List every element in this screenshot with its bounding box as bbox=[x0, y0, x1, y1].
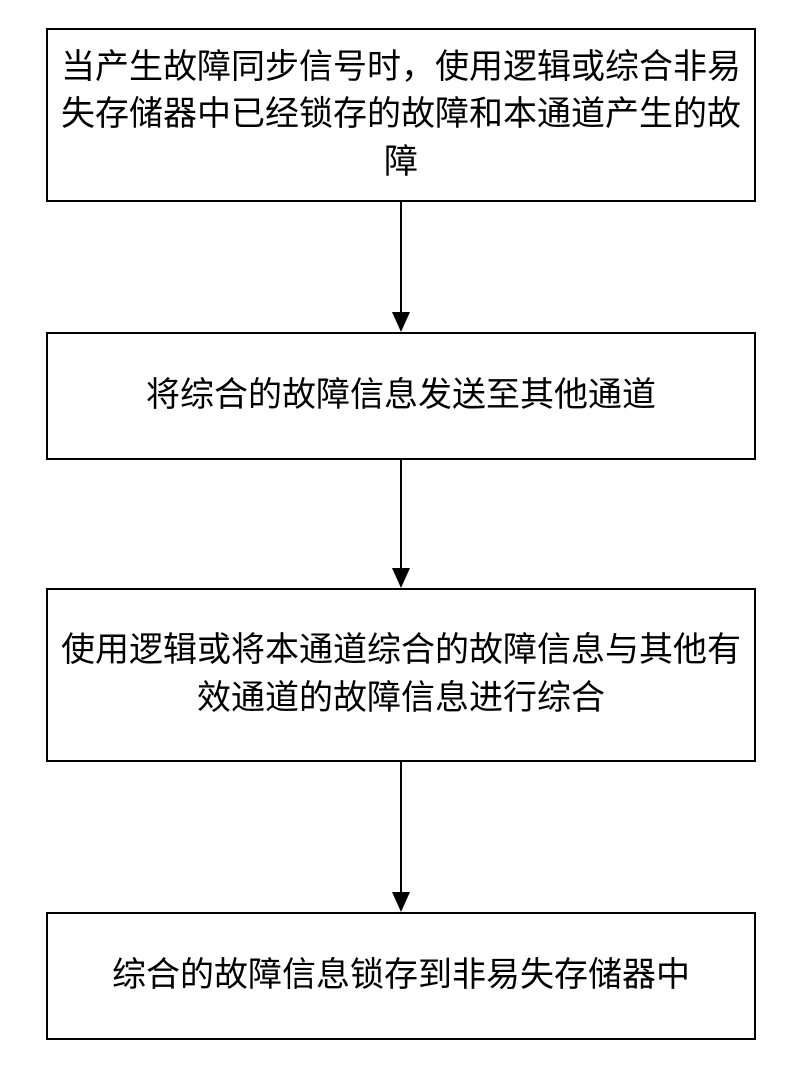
flowchart-arrow bbox=[383, 202, 419, 332]
flowchart-arrow bbox=[383, 762, 419, 912]
flowchart-node: 综合的故障信息锁存到非易失存储器中 bbox=[46, 912, 756, 1040]
flowchart-node: 使用逻辑或将本通道综合的故障信息与其他有效通道的故障信息进行综合 bbox=[46, 588, 756, 762]
flowchart-arrow bbox=[383, 460, 419, 588]
flowchart-canvas: 当产生故障同步信号时，使用逻辑或综合非易失存储器中已经锁存的故障和本通道产生的故… bbox=[0, 0, 806, 1084]
node-text: 当产生故障同步信号时，使用逻辑或综合非易失存储器中已经锁存的故障和本通道产生的故… bbox=[58, 44, 744, 187]
flowchart-node: 将综合的故障信息发送至其他通道 bbox=[46, 332, 756, 460]
node-text: 综合的故障信息锁存到非易失存储器中 bbox=[112, 952, 690, 1000]
flowchart-node: 当产生故障同步信号时，使用逻辑或综合非易失存储器中已经锁存的故障和本通道产生的故… bbox=[46, 28, 756, 202]
node-text: 使用逻辑或将本通道综合的故障信息与其他有效通道的故障信息进行综合 bbox=[58, 627, 744, 722]
node-text: 将综合的故障信息发送至其他通道 bbox=[146, 372, 656, 420]
